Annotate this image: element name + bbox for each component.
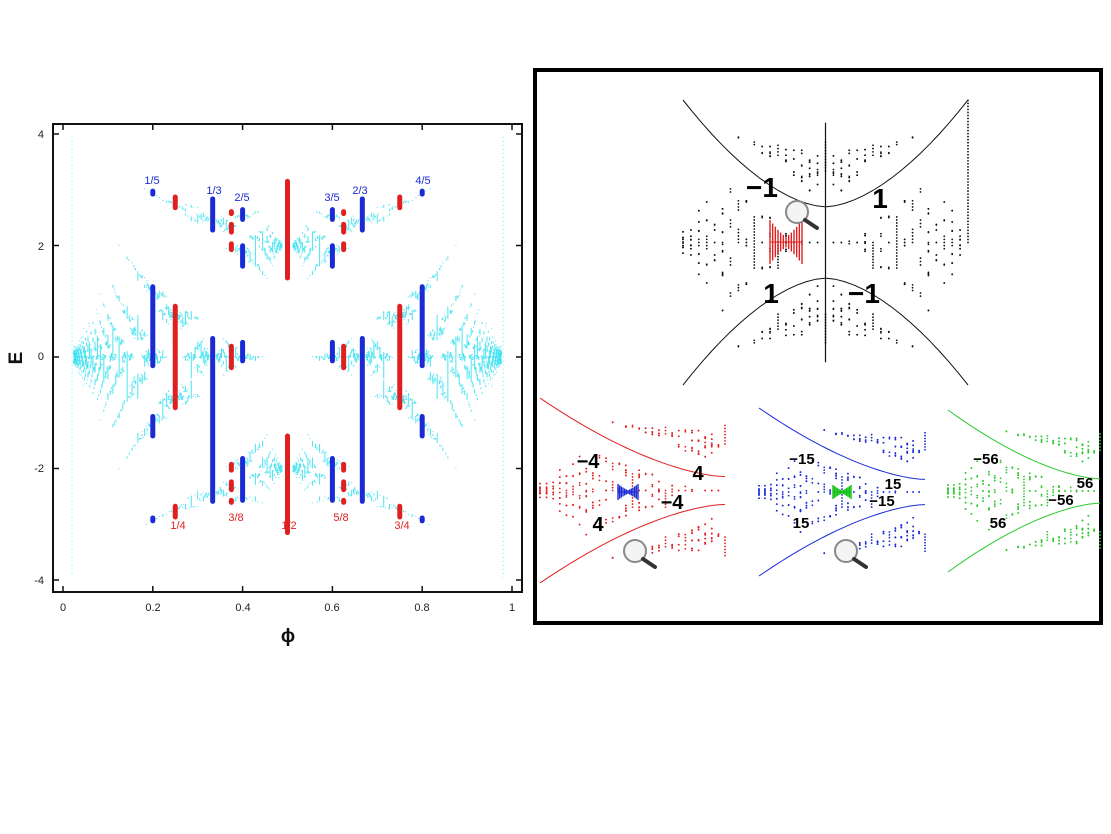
energy-spectrum-plot: 0 0.2 0.4 0.6 0.8 1 4 2 0 -2 -4 ϕ E 1/5 …	[6, 123, 523, 647]
